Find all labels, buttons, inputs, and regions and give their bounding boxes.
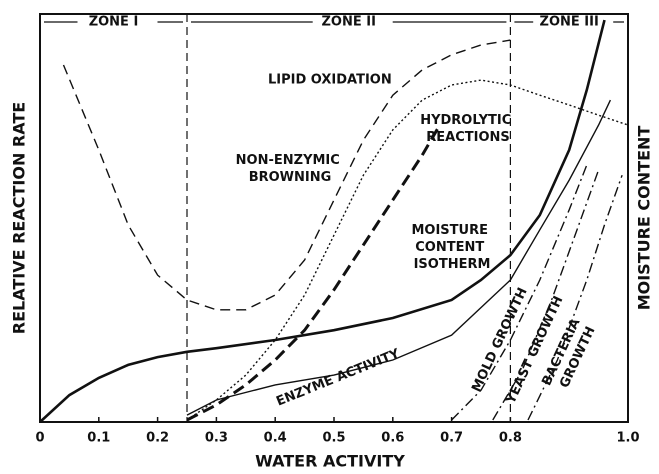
x-tick-label: 0.2	[146, 431, 169, 446]
x-tick-label: 0.1	[87, 431, 110, 446]
x-tick-label: 0.6	[381, 431, 404, 446]
x-tick-label: 0.7	[440, 431, 463, 446]
zone-label: ZONE I	[89, 15, 139, 30]
zone-label: ZONE III	[540, 15, 599, 30]
x-tick-label: 0	[35, 431, 44, 446]
zone-label: ZONE II	[321, 15, 375, 30]
x-axis-title: WATER ACTIVITY	[255, 452, 405, 471]
curve-label: LIPID OXIDATION	[268, 73, 392, 88]
x-tick-label: 1.0	[616, 431, 639, 446]
curve-label: HYDROLYTIC REACTIONS	[420, 113, 516, 145]
curve-label: MOISTURE CONTENT ISOTHERM	[411, 223, 492, 272]
chart: WATER ACTIVITY RELATIVE REACTION RATE MO…	[0, 0, 659, 474]
series-line	[187, 80, 628, 420]
x-tick-label: 0.4	[264, 431, 287, 446]
x-tick-label: 0.8	[499, 431, 522, 446]
x-tick-label: 0.3	[205, 431, 228, 446]
curve-label: ENZYME ACTIVITY	[274, 346, 402, 409]
y-axis-title: RELATIVE REACTION RATE	[10, 102, 29, 334]
y2-axis-title: MOISTURE CONTENT	[635, 126, 654, 311]
x-tick-label: 0.5	[322, 431, 345, 446]
curve-label: NON-ENZYMIC BROWNING	[236, 153, 345, 185]
